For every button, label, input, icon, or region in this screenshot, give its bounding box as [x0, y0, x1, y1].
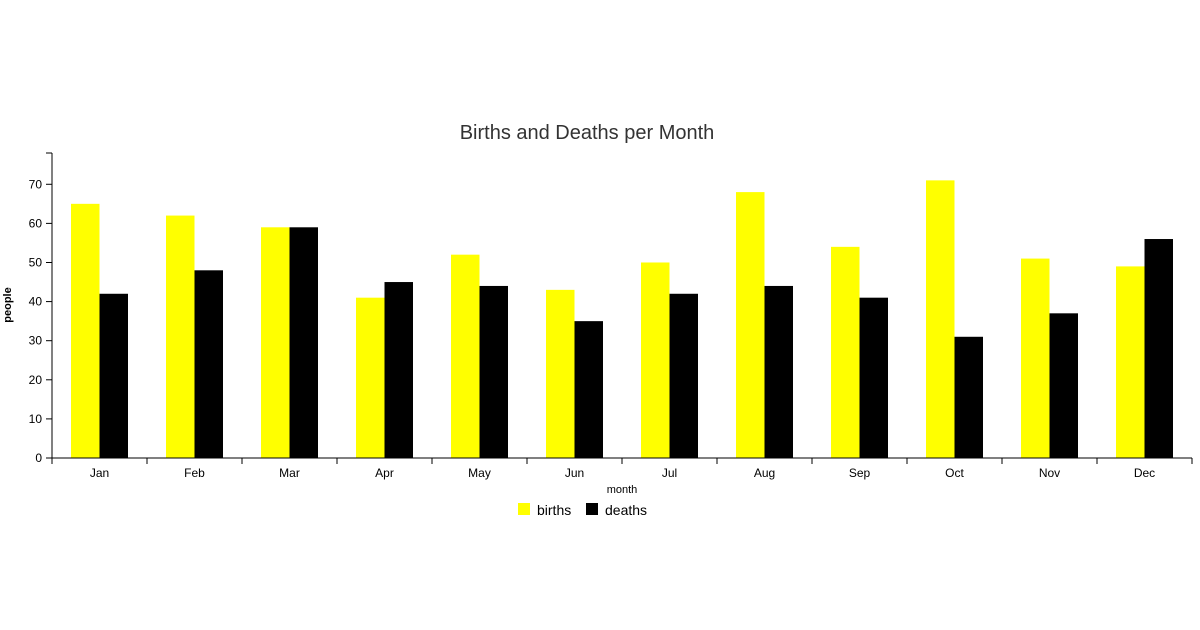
bar-births-apr — [356, 297, 385, 458]
x-tick-label-nov: Nov — [1039, 466, 1060, 480]
x-tick-label-sep: Sep — [849, 466, 871, 480]
bar-deaths-jan — [99, 293, 128, 458]
legend-swatch-births — [518, 503, 530, 515]
y-tick-label: 70 — [29, 177, 43, 191]
bar-deaths-dec — [1144, 239, 1173, 458]
bar-deaths-jul — [669, 293, 698, 458]
plot-area — [71, 180, 1173, 458]
legend: births deaths — [518, 502, 647, 518]
bar-births-mar — [261, 227, 290, 458]
bar-deaths-jun — [574, 321, 603, 458]
y-tick-label: 0 — [35, 451, 42, 465]
bar-deaths-aug — [764, 285, 793, 458]
x-tick-label-feb: Feb — [184, 466, 205, 480]
chart-title: Births and Deaths per Month — [460, 122, 715, 144]
bar-deaths-may — [479, 285, 508, 458]
legend-label-deaths: deaths — [605, 502, 647, 518]
bar-births-nov — [1021, 258, 1050, 458]
bar-births-oct — [926, 180, 955, 458]
bar-births-jan — [71, 203, 100, 458]
x-tick-label-may: May — [468, 466, 491, 480]
x-axis: Jan Feb Mar Apr May Jun Jul Aug Sep Oct Nov Dec — [51, 457, 1193, 480]
bar-deaths-sep — [859, 297, 888, 458]
bar-births-sep — [831, 246, 860, 458]
y-tick-label: 60 — [29, 216, 43, 230]
bar-deaths-nov — [1049, 313, 1078, 458]
bar-deaths-mar — [289, 227, 318, 458]
y-tick-label: 10 — [29, 412, 43, 426]
x-tick-label-oct: Oct — [945, 466, 964, 480]
y-tick-label: 20 — [29, 373, 43, 387]
bar-births-may — [451, 254, 480, 458]
y-tick-label: 30 — [29, 334, 43, 348]
bar-births-jun — [546, 289, 575, 458]
bar-deaths-apr — [384, 282, 413, 458]
x-tick-label-jul: Jul — [662, 466, 677, 480]
x-tick-label-aug: Aug — [754, 466, 775, 480]
x-tick-label-apr: Apr — [375, 466, 394, 480]
bar-births-aug — [736, 192, 765, 458]
legend-label-births: births — [537, 502, 571, 518]
y-tick-label: 50 — [29, 255, 43, 269]
bar-deaths-oct — [954, 336, 983, 458]
x-tick-label-jan: Jan — [90, 466, 109, 480]
y-axis: 0 10 20 30 40 50 60 70 — [29, 152, 53, 465]
bar-births-feb — [166, 215, 195, 458]
legend-swatch-deaths — [586, 503, 598, 515]
y-axis-title: people — [2, 287, 14, 322]
bar-births-dec — [1116, 266, 1145, 458]
x-tick-label-jun: Jun — [565, 466, 584, 480]
bar-births-jul — [641, 262, 670, 458]
bar-deaths-feb — [194, 270, 223, 458]
x-tick-label-dec: Dec — [1134, 466, 1155, 480]
y-tick-label: 40 — [29, 295, 43, 309]
x-axis-title: month — [607, 484, 638, 496]
x-tick-label-mar: Mar — [279, 466, 300, 480]
